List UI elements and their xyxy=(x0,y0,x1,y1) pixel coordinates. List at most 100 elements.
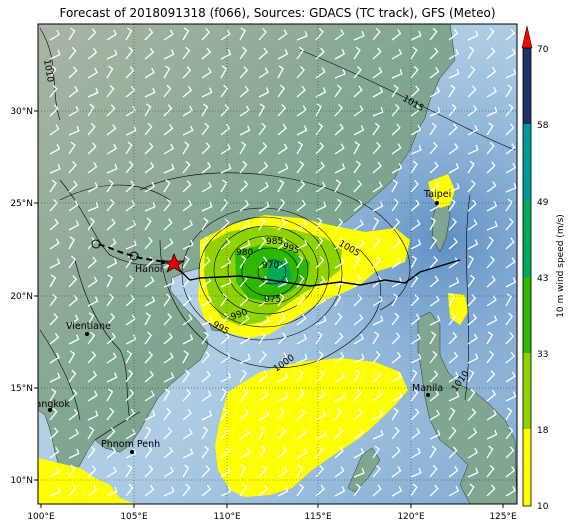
wind-barb xyxy=(182,27,190,41)
colorbar: 70 58 49 43 33 18 10 10 m wind speed (m/… xyxy=(521,25,566,512)
wind-barb xyxy=(182,350,189,364)
wind-barb xyxy=(372,236,381,250)
wind-barb xyxy=(277,427,286,440)
wind-barb xyxy=(296,448,308,459)
wind-barb xyxy=(163,278,175,288)
wind-barb xyxy=(144,122,153,136)
wind-barb xyxy=(391,218,401,231)
wind-barb xyxy=(505,162,517,174)
isobar-label: 975 xyxy=(264,295,281,305)
wind-barb xyxy=(486,370,496,383)
wind-barb xyxy=(353,219,364,231)
wind-barb xyxy=(68,369,77,383)
wind-barb xyxy=(486,256,495,269)
wind-barb xyxy=(239,448,251,459)
wind-barb xyxy=(296,483,305,497)
wind-barb xyxy=(125,125,137,136)
wind-barb xyxy=(49,313,59,326)
wind-barb xyxy=(486,295,497,307)
wind-barb xyxy=(87,67,98,79)
wind-barb xyxy=(68,389,78,402)
wind-barb xyxy=(125,66,135,79)
wind-barb xyxy=(125,105,136,117)
wind-barb xyxy=(125,220,137,231)
isobar-label: 1010 xyxy=(41,59,55,84)
colorbar-segment xyxy=(523,124,531,201)
wind-barb xyxy=(87,256,97,269)
wind-barb xyxy=(68,220,80,231)
wind-barb xyxy=(334,293,342,307)
map-plot-area: 1010 1015 1005 1000 995 990 985 980 975 … xyxy=(38,24,517,504)
wind-barb xyxy=(125,27,133,41)
wind-barb xyxy=(467,219,478,231)
wind-barb xyxy=(68,294,79,307)
wind-barb xyxy=(448,218,457,231)
wind-barb xyxy=(182,66,192,79)
wind-barb xyxy=(391,198,400,212)
wind-barb xyxy=(448,257,459,269)
wind-barb xyxy=(391,466,402,478)
wind-barb xyxy=(410,369,418,383)
wind-barb xyxy=(87,47,98,60)
wind-barb xyxy=(315,390,326,402)
philippines xyxy=(417,311,517,504)
wind-barb xyxy=(163,29,174,41)
wind-barb xyxy=(144,103,152,117)
wind-barb xyxy=(201,28,211,41)
wind-barb xyxy=(49,486,61,497)
wind-barb xyxy=(391,446,401,459)
isobar-1000 xyxy=(159,239,381,369)
wind-barb xyxy=(258,67,269,79)
wind-barb xyxy=(353,239,365,250)
wind-barb xyxy=(277,257,288,269)
isobar-995-west xyxy=(59,184,171,201)
wind-barb xyxy=(182,369,191,383)
wind-barb xyxy=(505,351,516,364)
wind-barb xyxy=(486,315,498,326)
wind-barb xyxy=(201,67,212,79)
wind-barb xyxy=(277,123,288,136)
wind-barb xyxy=(125,85,136,98)
wind-barb xyxy=(353,255,361,269)
wind-barb xyxy=(87,485,98,497)
wind-barb xyxy=(220,277,232,288)
wind-barb xyxy=(448,446,458,459)
wind-barb xyxy=(296,199,307,212)
wind-barb xyxy=(106,313,116,326)
wind-barb xyxy=(258,256,268,269)
wind-barb xyxy=(258,350,267,364)
wind-barb xyxy=(486,161,496,174)
isobar-1015 xyxy=(299,49,516,151)
wind-barb xyxy=(258,410,270,421)
wind-barb xyxy=(296,408,306,421)
wind-barb xyxy=(258,181,269,193)
wind-barb xyxy=(429,106,441,117)
wind-barb xyxy=(410,333,421,345)
wind-barb xyxy=(239,66,249,79)
wind-barb xyxy=(486,464,495,478)
wind-barb xyxy=(106,486,118,497)
wind-barb xyxy=(182,160,191,174)
wind-barb xyxy=(201,370,211,383)
wind-barb xyxy=(68,275,78,288)
colorbar-segment xyxy=(523,48,531,124)
wind-barb xyxy=(448,277,460,288)
wind-barb xyxy=(220,65,228,79)
wind-barb xyxy=(391,257,402,269)
wind-barb xyxy=(87,370,98,383)
wind-barb xyxy=(296,333,308,345)
wind-barb xyxy=(220,143,231,155)
wind-barb xyxy=(467,85,477,98)
wind-barb xyxy=(220,163,232,174)
wind-barb xyxy=(144,331,153,345)
wind-barb xyxy=(68,236,75,250)
wind-barb xyxy=(353,468,365,478)
wind-barb xyxy=(410,313,421,326)
wind-barb xyxy=(106,372,118,383)
wind-barb xyxy=(353,141,360,155)
lon-tick-label: 110°E xyxy=(213,512,241,522)
wind-barb xyxy=(125,141,133,155)
wind-barb xyxy=(87,103,95,117)
wind-barb xyxy=(353,408,363,421)
wind-barb xyxy=(239,239,251,250)
